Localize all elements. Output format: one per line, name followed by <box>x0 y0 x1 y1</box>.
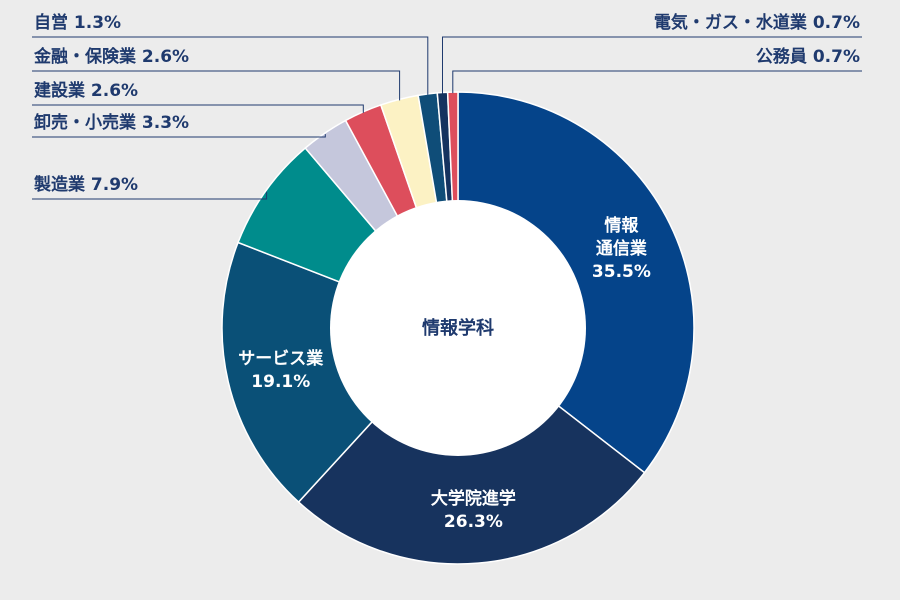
slice-label: 建設業 2.6% <box>34 80 138 101</box>
leader-line <box>452 70 862 94</box>
slice-label: 26.3% <box>444 512 503 532</box>
leader-line <box>442 36 862 94</box>
leader-line <box>32 36 429 95</box>
slice-label: 情報 <box>604 215 639 236</box>
slice-label: 卸売・小売業 3.3% <box>34 112 189 133</box>
leader-line <box>32 191 268 200</box>
slice-label: 通信業 <box>596 238 647 259</box>
leader-line <box>32 70 401 101</box>
leader-lines-group <box>32 36 862 200</box>
leader-line <box>32 104 364 113</box>
slice-label: 大学院進学 <box>431 488 516 509</box>
slice-label: サービス業 <box>238 348 323 369</box>
donut-hole <box>330 200 586 456</box>
slice-label: 金融・保険業 2.6% <box>33 46 189 67</box>
slice-label: 19.1% <box>251 372 310 392</box>
leader-line <box>32 134 326 138</box>
slice-label: 電気・ガス・水道業 0.7% <box>654 12 860 33</box>
slice-label: 製造業 7.9% <box>33 174 138 195</box>
slice-label: 自営 1.3% <box>34 12 121 33</box>
center-label: 情報学科 <box>422 317 494 339</box>
slice-label: 35.5% <box>592 262 651 282</box>
slice-label: 公務員 0.7% <box>756 46 860 67</box>
